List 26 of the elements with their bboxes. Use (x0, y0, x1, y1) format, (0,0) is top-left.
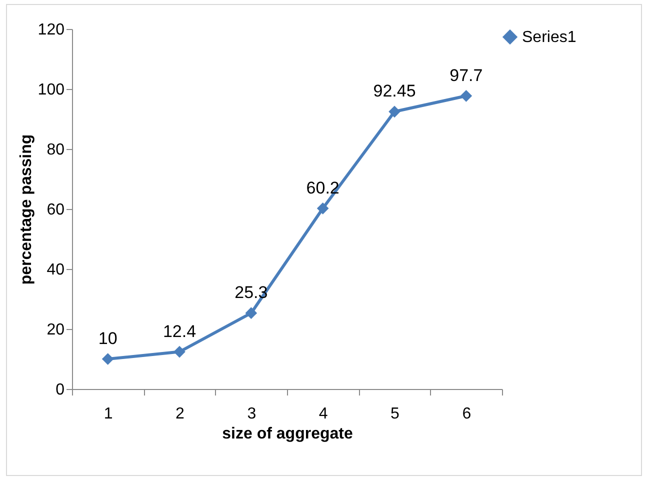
point (388, 106, 400, 118)
y-tick-label: 40 (46, 262, 65, 278)
x-tick-label: 6 (462, 406, 472, 422)
data-label: 97.7 (450, 66, 483, 85)
point (174, 346, 186, 358)
x-tick-label: 3 (247, 406, 256, 422)
point (460, 90, 472, 102)
y-tick-label: 100 (38, 82, 65, 98)
y-tick-label: 0 (56, 382, 65, 398)
x-tick-label: 2 (176, 406, 185, 422)
point (316, 202, 329, 214)
point (245, 307, 258, 320)
y-tick-label: 80 (46, 142, 65, 158)
point (102, 353, 114, 365)
data-label: 10 (98, 329, 118, 348)
x-tick-label: 5 (390, 406, 400, 422)
y-tick-label: 120 (38, 22, 65, 38)
legend-label: Series1 (522, 29, 576, 46)
x-tick-label: 4 (318, 406, 328, 422)
y-tick-label: 60 (46, 202, 65, 218)
y-axis-title: percentage passing (18, 134, 35, 285)
x-axis-title: size of aggregate (222, 426, 353, 442)
x-tick-label: 1 (104, 406, 113, 422)
y-tick-label: 20 (46, 322, 65, 338)
data-label: 12.4 (162, 322, 196, 341)
data-label: 92.45 (373, 82, 416, 101)
